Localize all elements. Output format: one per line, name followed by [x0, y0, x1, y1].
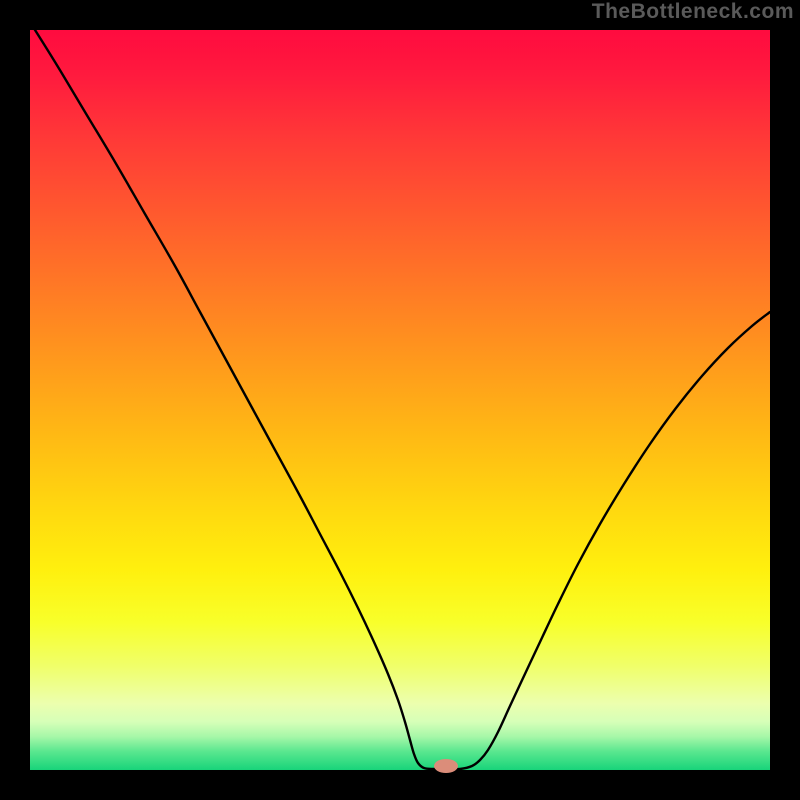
watermark-label: TheBottleneck.com: [592, 0, 794, 24]
bottleneck-chart: [0, 0, 800, 800]
plot-background: [30, 30, 770, 770]
optimal-point-marker: [434, 759, 458, 773]
